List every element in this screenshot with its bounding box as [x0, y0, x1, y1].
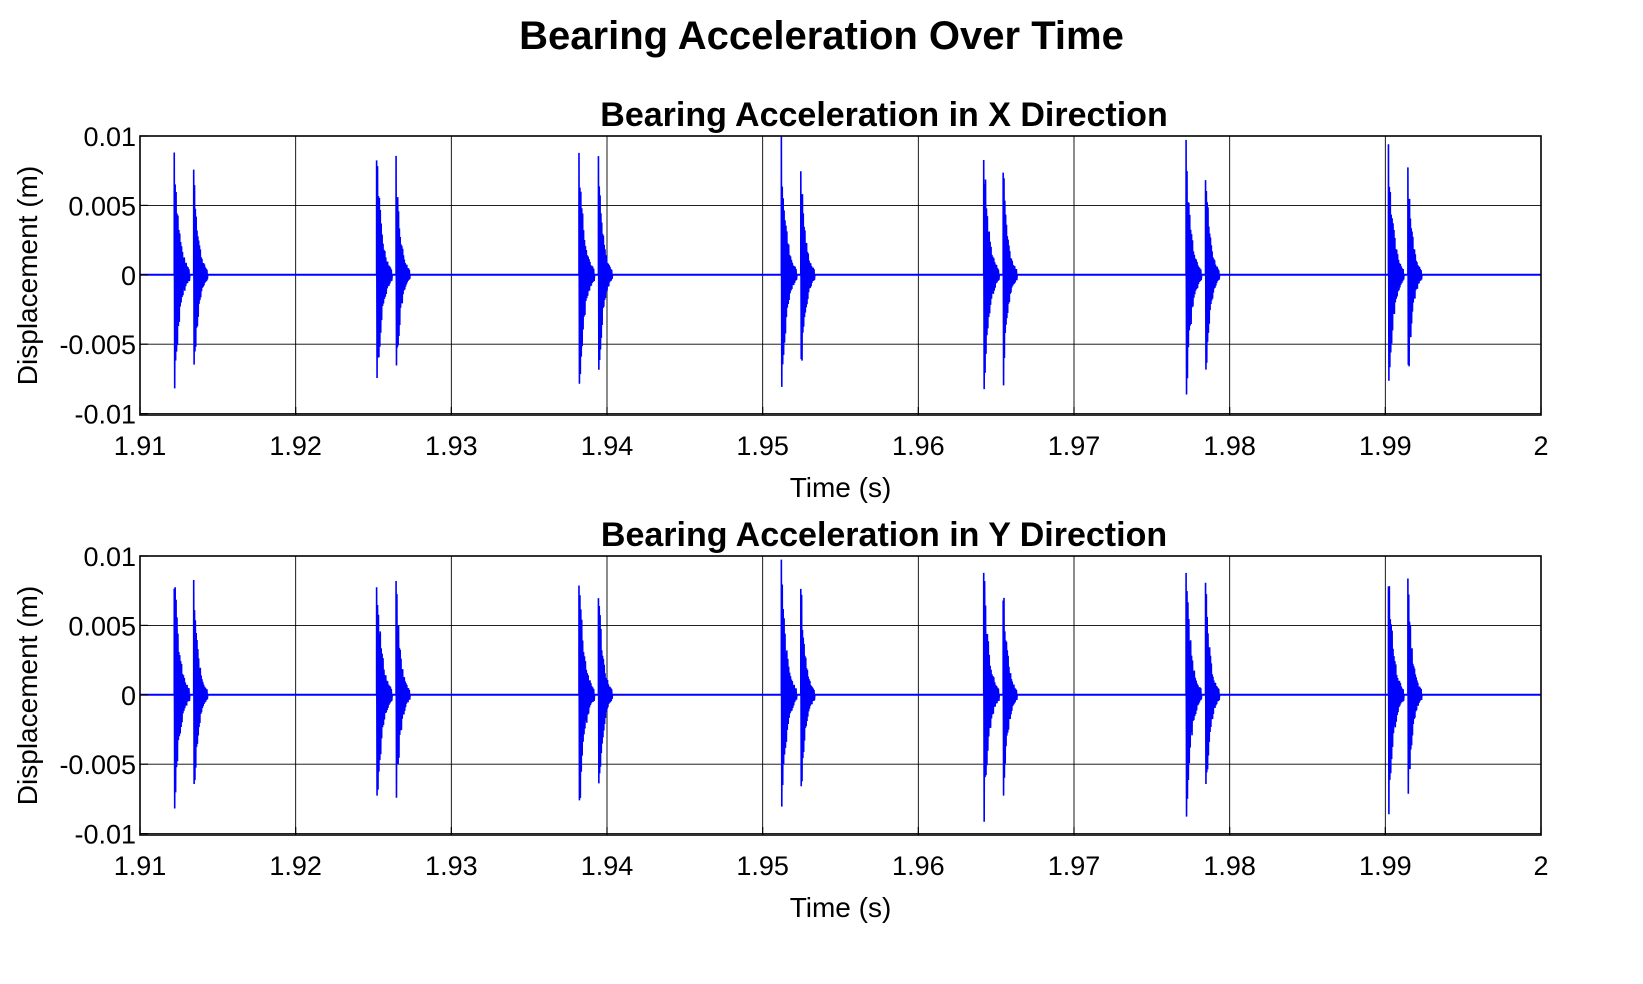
y-tick-label: 0.01	[83, 122, 136, 152]
primary-burst	[982, 572, 1001, 822]
secondary-burst	[1407, 167, 1423, 367]
secondary-burst	[1204, 582, 1221, 784]
primary-burst	[578, 152, 596, 384]
y-tick-label: 0.01	[83, 542, 136, 572]
y-tick-label: 0	[121, 681, 136, 711]
x-tick-label: 2	[1533, 431, 1548, 461]
secondary-burst	[1002, 172, 1018, 386]
y-tick-label: 0.005	[68, 611, 136, 641]
x-tick-label: 1.98	[1203, 851, 1256, 881]
secondary-burst	[800, 171, 816, 361]
x-tick-label: 1.96	[892, 851, 945, 881]
x-tick-label: 1.93	[425, 851, 478, 881]
x-tick-label: 1.94	[581, 431, 634, 461]
axes-box	[139, 135, 1542, 416]
x-tick-label: 1.95	[736, 431, 789, 461]
x-tick-label: 1.96	[892, 431, 945, 461]
plot-title-x: Bearing Acceleration in X Direction	[600, 96, 1168, 134]
x-tick-label: 2	[1533, 851, 1548, 881]
y-tick-label: 0.005	[68, 191, 136, 221]
secondary-burst	[395, 581, 411, 798]
x-tick-label: 1.91	[114, 431, 167, 461]
primary-burst	[173, 152, 191, 389]
y-tick-label: -0.01	[74, 400, 136, 430]
primary-burst	[578, 585, 596, 801]
y-tick-label: -0.01	[74, 820, 136, 850]
x-tick-label: 1.92	[269, 431, 322, 461]
plot-title-y: Bearing Acceleration in Y Direction	[600, 516, 1168, 554]
x-tick-label: 1.97	[1048, 431, 1101, 461]
primary-burst	[375, 160, 393, 379]
secondary-burst	[192, 169, 209, 365]
secondary-burst	[1002, 597, 1018, 796]
plot-panel-1: 1.91 1.92 1.93 1.94 1.95 1.96 1.97 1.98 1.99 2 0.0…	[12, 542, 1549, 923]
primary-burst	[780, 559, 798, 807]
primary-burst	[375, 587, 393, 796]
secondary-burst	[597, 156, 614, 370]
x-axis-label: Time (s)	[790, 472, 892, 503]
x-tick-label: 1.92	[269, 851, 322, 881]
primary-burst	[1185, 572, 1203, 817]
figure-title: Bearing Acceleration Over Time	[519, 14, 1124, 58]
primary-burst	[780, 136, 798, 387]
primary-burst	[982, 159, 1001, 390]
x-axis-label: Time (s)	[790, 892, 892, 923]
x-tick-label: 1.98	[1203, 431, 1256, 461]
x-tick-label: 1.91	[114, 851, 167, 881]
signal-group	[140, 136, 1541, 395]
x-tick-label: 1.94	[581, 851, 634, 881]
x-tick-label: 1.97	[1048, 851, 1101, 881]
primary-burst	[1387, 586, 1405, 815]
y-axis-label: Displacement (m)	[12, 166, 43, 385]
secondary-burst	[192, 579, 209, 784]
x-tick-label: 1.99	[1359, 851, 1412, 881]
secondary-burst	[395, 155, 411, 366]
primary-burst	[1387, 144, 1405, 381]
signal-group	[140, 559, 1541, 822]
secondary-burst	[1204, 180, 1221, 370]
axes-box	[139, 555, 1542, 836]
y-tick-label: -0.005	[59, 330, 136, 360]
x-tick-label: 1.95	[736, 851, 789, 881]
y-tick-label: 0	[121, 261, 136, 291]
secondary-burst	[1407, 578, 1423, 794]
y-axis-label: Displacement (m)	[12, 586, 43, 805]
y-tick-label: -0.005	[59, 750, 136, 780]
plot-panel-0: 1.91 1.92 1.93 1.94 1.95 1.96 1.97 1.98 1.99 2 0.0…	[12, 122, 1549, 503]
primary-burst	[1185, 139, 1203, 395]
secondary-burst	[597, 598, 614, 784]
primary-burst	[173, 587, 191, 809]
x-tick-label: 1.99	[1359, 431, 1412, 461]
secondary-burst	[800, 588, 816, 787]
x-tick-label: 1.93	[425, 431, 478, 461]
